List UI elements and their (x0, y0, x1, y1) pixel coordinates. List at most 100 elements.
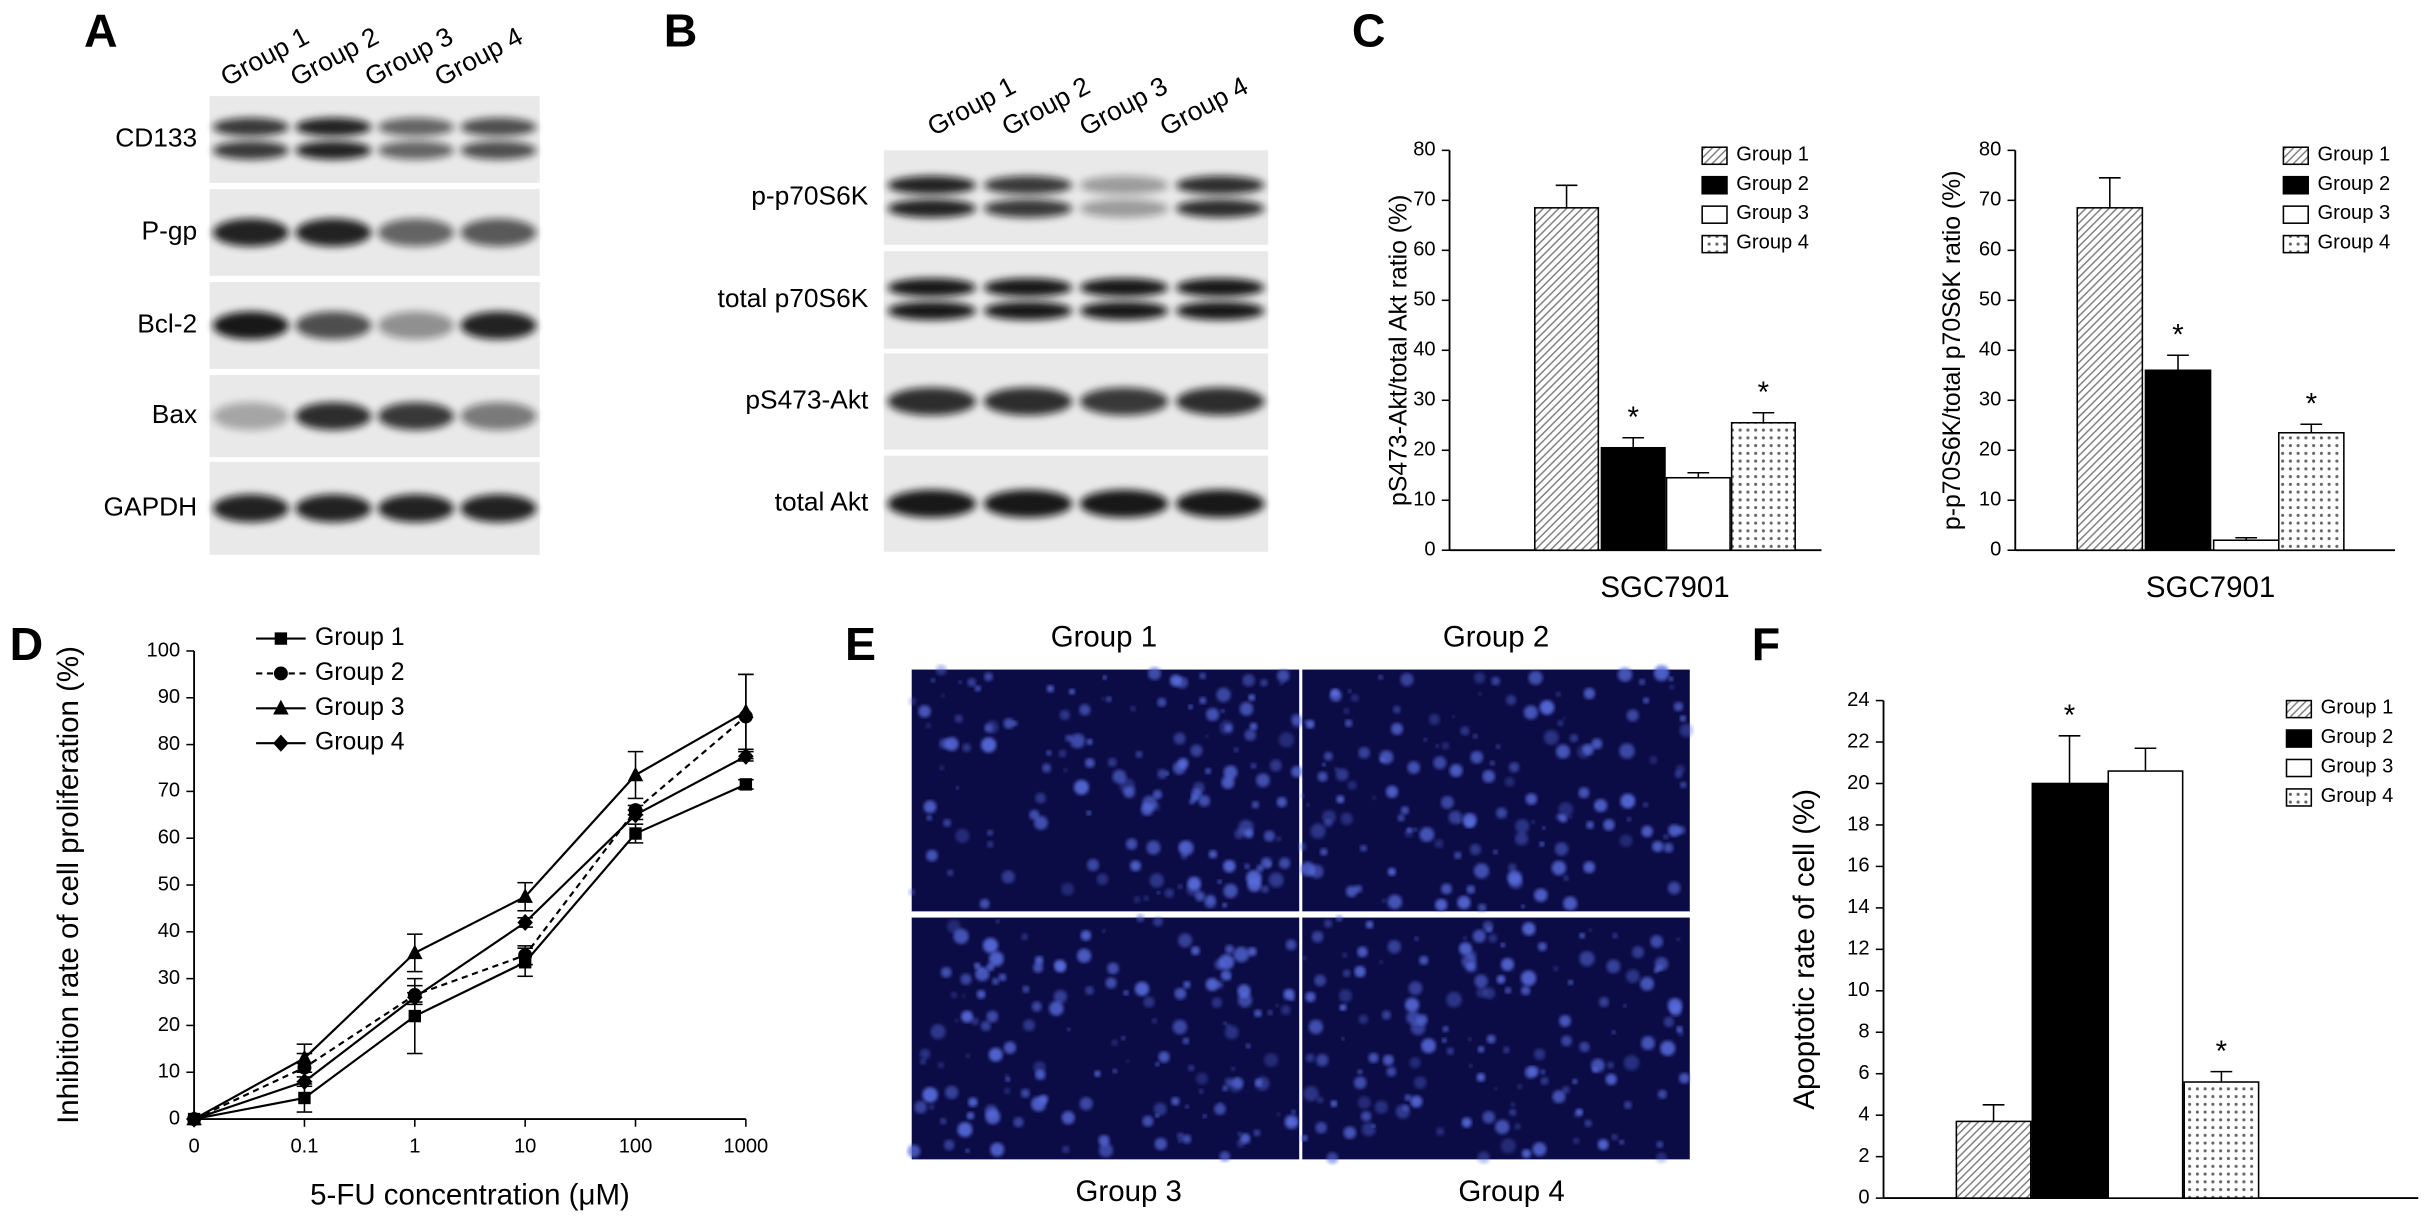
cell (986, 841, 994, 848)
y-axis-label: pS473-Akt/total Akt ratio (%) (1385, 195, 1412, 506)
y-tick-label: 24 (1847, 689, 1869, 711)
blot-band (887, 387, 977, 416)
cell (1190, 744, 1203, 757)
cell (1463, 936, 1467, 940)
y-tick-label: 6 (1858, 1062, 1869, 1084)
cell (1291, 1109, 1296, 1115)
blot-band (1175, 199, 1265, 218)
y-tick-label: 80 (1979, 139, 2001, 161)
legend-swatch (2285, 729, 2313, 748)
cell (987, 829, 994, 836)
blot-band (460, 494, 537, 523)
cell (1579, 951, 1595, 967)
cell (1553, 966, 1559, 972)
cell (970, 1017, 980, 1026)
cell (1558, 802, 1574, 817)
cell (1305, 719, 1315, 729)
cell (1303, 1086, 1319, 1102)
blot-band (377, 311, 454, 340)
cell (958, 680, 962, 684)
cell (1517, 1084, 1523, 1090)
cell (939, 765, 945, 771)
y-tick-label: 30 (1413, 389, 1435, 411)
cell (1678, 1072, 1690, 1084)
significance-star: * (2172, 318, 2183, 351)
cell (1156, 890, 1161, 895)
blot-band (377, 117, 454, 137)
x-tick-label: 10 (514, 1135, 536, 1157)
cell (1001, 870, 1015, 884)
cell (1061, 1145, 1070, 1154)
cell (1202, 1114, 1207, 1119)
cell (1522, 922, 1536, 936)
cell (925, 722, 931, 729)
cell (965, 1148, 970, 1153)
cell (1626, 817, 1632, 822)
cell (935, 664, 947, 676)
cell (1668, 824, 1681, 837)
cell (1172, 1019, 1188, 1035)
cell (1187, 1064, 1195, 1072)
micrograph (1302, 669, 1690, 912)
cell (1151, 1018, 1158, 1024)
bar (2277, 431, 2345, 552)
cell (930, 1024, 946, 1040)
cell (1381, 1010, 1392, 1020)
cell (1358, 746, 1371, 759)
cell (1579, 1041, 1590, 1053)
blot-strip (883, 251, 1269, 349)
marker (408, 1009, 422, 1023)
blot-row-label: pS473-Akt (745, 384, 869, 414)
cell (1195, 1072, 1209, 1085)
blot-row-label: CD133 (115, 122, 197, 152)
cell (1669, 1004, 1682, 1017)
x-tick-label: 1000 (723, 1135, 768, 1157)
cell (1105, 977, 1117, 989)
cell (1559, 1014, 1572, 1027)
cell (1354, 965, 1366, 978)
cell (1250, 762, 1257, 769)
micrograph-cells (1301, 915, 1690, 1164)
cell (1563, 896, 1578, 911)
cell (1058, 749, 1067, 758)
series (186, 747, 754, 1128)
cell (1385, 785, 1399, 798)
cell (1205, 734, 1209, 738)
line (193, 715, 747, 1121)
cell (991, 977, 1000, 986)
cell (1199, 696, 1207, 705)
cell (1638, 678, 1646, 686)
y-tick-label: 40 (1413, 339, 1435, 361)
micrograph (911, 669, 1300, 912)
cell (1031, 1001, 1042, 1012)
cell (1656, 1141, 1664, 1149)
cell (1421, 1038, 1436, 1054)
cell (1575, 1108, 1583, 1116)
cell (982, 937, 999, 954)
cell (1079, 704, 1091, 716)
blot-strip (883, 150, 1269, 245)
cell (1101, 697, 1106, 702)
cell (955, 828, 970, 843)
cell (980, 1020, 991, 1032)
cell (1371, 1124, 1376, 1128)
legend-label: Group 2 (315, 659, 405, 686)
cell (965, 1053, 970, 1058)
cell (1245, 1043, 1251, 1049)
cell (1034, 955, 1044, 965)
bar (2031, 782, 2108, 1199)
cell (1319, 848, 1328, 856)
cell (1507, 870, 1522, 885)
blot-band (1175, 175, 1265, 195)
cell (1249, 722, 1258, 731)
cell (1335, 915, 1343, 922)
cell (1500, 957, 1515, 972)
y-tick-label: 10 (158, 1061, 180, 1083)
cell (976, 989, 986, 999)
cell (1285, 939, 1297, 951)
legend-label: Group 1 (2318, 143, 2391, 165)
y-tick-label: 2 (1858, 1145, 1869, 1167)
cell (1404, 1094, 1412, 1102)
cell (946, 919, 961, 934)
cell (1680, 781, 1687, 789)
